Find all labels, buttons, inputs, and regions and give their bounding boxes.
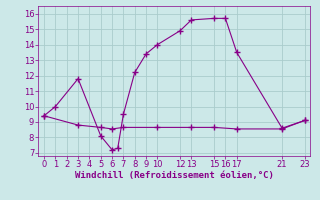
X-axis label: Windchill (Refroidissement éolien,°C): Windchill (Refroidissement éolien,°C) [75,171,274,180]
